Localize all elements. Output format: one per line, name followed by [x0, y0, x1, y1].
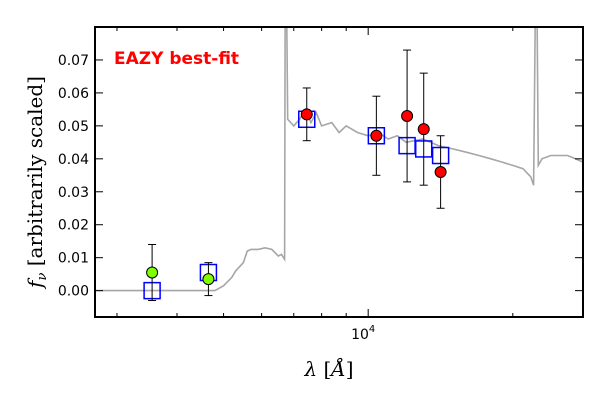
- y-tick-label-2: 0.02: [58, 218, 89, 234]
- observed-detection-point-0: [300, 108, 313, 121]
- y-tick-label-3: 0.03: [58, 185, 89, 201]
- y-tick-label-0: 0.00: [58, 284, 89, 300]
- plot-layer: [95, 27, 583, 302]
- observed-detection-point-1: [370, 129, 383, 142]
- y-axis-title: fν [arbitrarily scaled]: [23, 76, 50, 290]
- y-tick-label-4: 0.04: [58, 152, 89, 168]
- model-spectrum-line: [95, 27, 583, 292]
- y-tick-label-5: 0.05: [58, 119, 89, 135]
- observed-detection-point-2: [401, 109, 414, 122]
- plot-frame: [94, 26, 584, 318]
- fit-annotation: EAZY best-fit: [114, 49, 239, 69]
- x-axis-title: λ [Å]: [303, 356, 353, 381]
- y-tick-label-6: 0.06: [58, 86, 89, 102]
- axes-layer: 0.00 0.01 0.02 0.03 0.04 0.05 0.06 0.07 104: [58, 27, 583, 343]
- x-tick-label-10000: 104: [351, 324, 375, 343]
- observed-upper-limit-point-0: [146, 266, 159, 279]
- y-tick-label-7: 0.07: [58, 53, 89, 69]
- observed-upper-limit-point-1: [202, 273, 215, 286]
- observed-detection-point-3: [417, 123, 430, 136]
- y-tick-label-1: 0.01: [58, 251, 89, 267]
- observed-detection-point-4: [434, 166, 447, 178]
